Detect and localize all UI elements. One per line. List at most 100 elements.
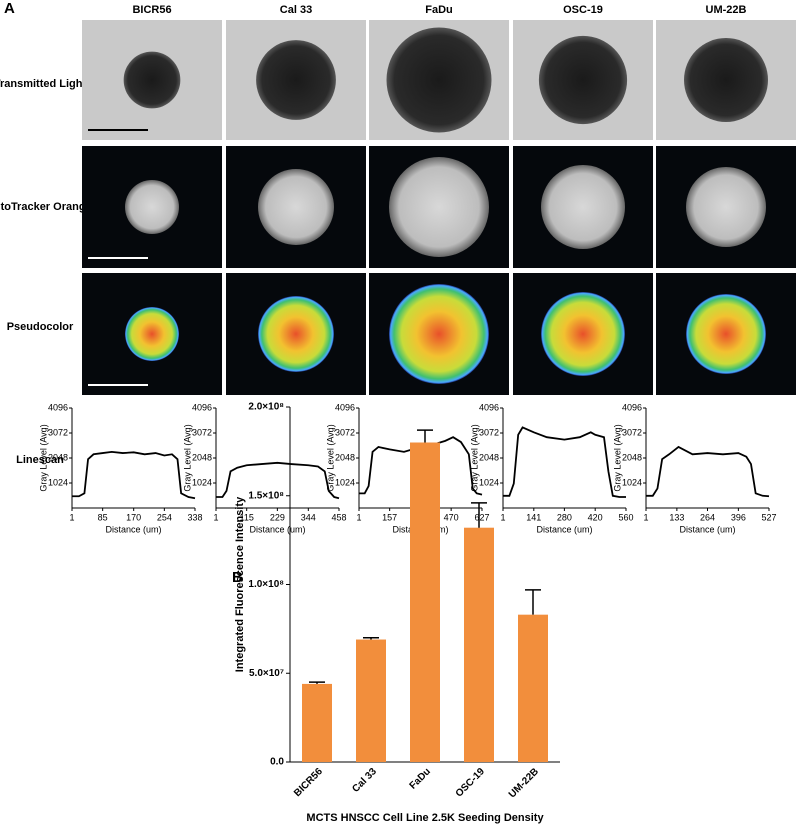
x-tick-label: 170 xyxy=(126,512,141,522)
linescan xyxy=(72,450,196,500)
x-tick-label: 560 xyxy=(618,512,633,522)
spheroid xyxy=(123,51,181,109)
y-tick-label: 3072 xyxy=(335,427,355,437)
spheroid xyxy=(686,167,766,247)
x-tick-label: 458 xyxy=(331,512,346,522)
x-tick-label: 133 xyxy=(669,512,684,522)
y-tick-label: 2.0×10⁸ xyxy=(248,402,284,413)
y-tick-label: 5.0×10⁷ xyxy=(249,668,284,679)
x-tick-label: 1 xyxy=(643,512,648,522)
x-tick-label: OSC-19 xyxy=(454,766,488,800)
x-tick-label: 470 xyxy=(444,512,459,522)
spheroid xyxy=(541,165,625,249)
y-tick-label: 2048 xyxy=(622,452,642,462)
y-tick-label: 3072 xyxy=(48,427,68,437)
column-header: BICR56 xyxy=(132,4,171,16)
y-axis-label: Gray Level (Avg) xyxy=(612,424,622,491)
x-tick-label: 396 xyxy=(731,512,746,522)
x-tick-label: UM-22B xyxy=(507,766,541,800)
column-header: UM-22B xyxy=(706,4,747,16)
bar xyxy=(464,527,494,762)
linescan xyxy=(216,461,340,500)
x-tick-label: 141 xyxy=(526,512,541,522)
row-label: Transmitted Light xyxy=(0,78,86,90)
y-tick-label: 2048 xyxy=(335,452,355,462)
x-axis-label: Distance (um) xyxy=(679,524,735,534)
x-tick-label: 264 xyxy=(700,512,715,522)
x-tick-label: FaDu xyxy=(408,766,433,791)
x-axis-label: Distance (um) xyxy=(105,524,161,534)
column-header: Cal 33 xyxy=(280,4,312,16)
error-bar xyxy=(309,681,325,684)
x-axis-label: Distance (um) xyxy=(536,524,592,534)
y-axis-label: Gray Level (Avg) xyxy=(469,424,479,491)
y-tick-label: 4096 xyxy=(335,402,355,412)
row-label: Pseudocolor xyxy=(7,321,74,333)
x-axis-label: MCTS HNSCC Cell Line 2.5K Seeding Densit… xyxy=(306,812,544,824)
y-axis-label: Gray Level (Avg) xyxy=(38,424,48,491)
y-tick-label: 1024 xyxy=(479,477,499,487)
x-tick-label: 420 xyxy=(588,512,603,522)
y-axis-label: Gray Level (Avg) xyxy=(182,424,192,491)
spheroid xyxy=(258,296,334,372)
spheroid xyxy=(389,157,489,257)
x-tick-label: 115 xyxy=(240,512,254,522)
y-axis-label: Integrated Fluorescence Intensity xyxy=(234,496,246,672)
y-tick-label: 4096 xyxy=(48,402,68,412)
spheroid xyxy=(538,35,628,125)
y-tick-label: 0.0 xyxy=(270,757,284,768)
x-axis-label: Distance (um) xyxy=(249,524,305,534)
bar xyxy=(356,639,386,762)
x-tick-label: 344 xyxy=(301,512,316,522)
spheroid xyxy=(256,40,336,120)
x-tick-label: 157 xyxy=(382,512,397,522)
linescan xyxy=(503,426,626,498)
x-tick-label: 527 xyxy=(761,512,776,522)
bar xyxy=(410,442,440,762)
y-tick-label: 2048 xyxy=(479,452,499,462)
y-tick-label: 2048 xyxy=(48,452,68,462)
y-tick-label: 4096 xyxy=(192,402,212,412)
x-tick-label: BICR56 xyxy=(292,766,325,799)
row-label: MitoTracker Orange xyxy=(0,201,92,213)
y-tick-label: 4096 xyxy=(622,402,642,412)
x-tick-label: 1 xyxy=(213,512,218,522)
x-tick-label: 280 xyxy=(557,512,572,522)
panel-label: B xyxy=(232,569,243,586)
error-bar xyxy=(471,502,487,528)
spheroid xyxy=(389,284,489,384)
bar xyxy=(518,614,548,762)
panel-label: A xyxy=(4,0,15,17)
y-tick-label: 1.5×10⁸ xyxy=(248,490,284,501)
y-tick-label: 1024 xyxy=(192,477,212,487)
row-label: Linescan xyxy=(16,454,64,466)
error-bar xyxy=(525,589,541,615)
spheroid xyxy=(386,27,492,133)
bar xyxy=(302,683,332,762)
x-tick-label: 229 xyxy=(270,512,285,522)
x-tick-label: 1 xyxy=(500,512,505,522)
spheroid xyxy=(686,294,766,374)
x-tick-label: 627 xyxy=(474,512,489,522)
x-tick-label: 1 xyxy=(356,512,361,522)
y-tick-label: 3072 xyxy=(479,427,499,437)
x-tick-label: 85 xyxy=(98,512,108,522)
spheroid xyxy=(541,292,625,376)
linescan xyxy=(646,445,770,498)
y-tick-label: 3072 xyxy=(192,427,212,437)
spheroid xyxy=(125,307,179,361)
column-header: OSC-19 xyxy=(563,4,603,16)
x-tick-label: 1 xyxy=(69,512,74,522)
spheroid xyxy=(125,180,179,234)
x-tick-label: 338 xyxy=(187,512,202,522)
y-tick-label: 1024 xyxy=(335,477,355,487)
y-tick-label: 1024 xyxy=(48,477,68,487)
error-bar xyxy=(417,429,433,443)
spheroid xyxy=(258,169,334,245)
column-header: FaDu xyxy=(425,4,453,16)
error-bar xyxy=(363,637,379,640)
y-tick-label: 2048 xyxy=(192,452,212,462)
y-axis-label: Gray Level (Avg) xyxy=(325,424,335,491)
y-tick-label: 3072 xyxy=(622,427,642,437)
y-tick-label: 1.0×10⁸ xyxy=(248,579,284,590)
